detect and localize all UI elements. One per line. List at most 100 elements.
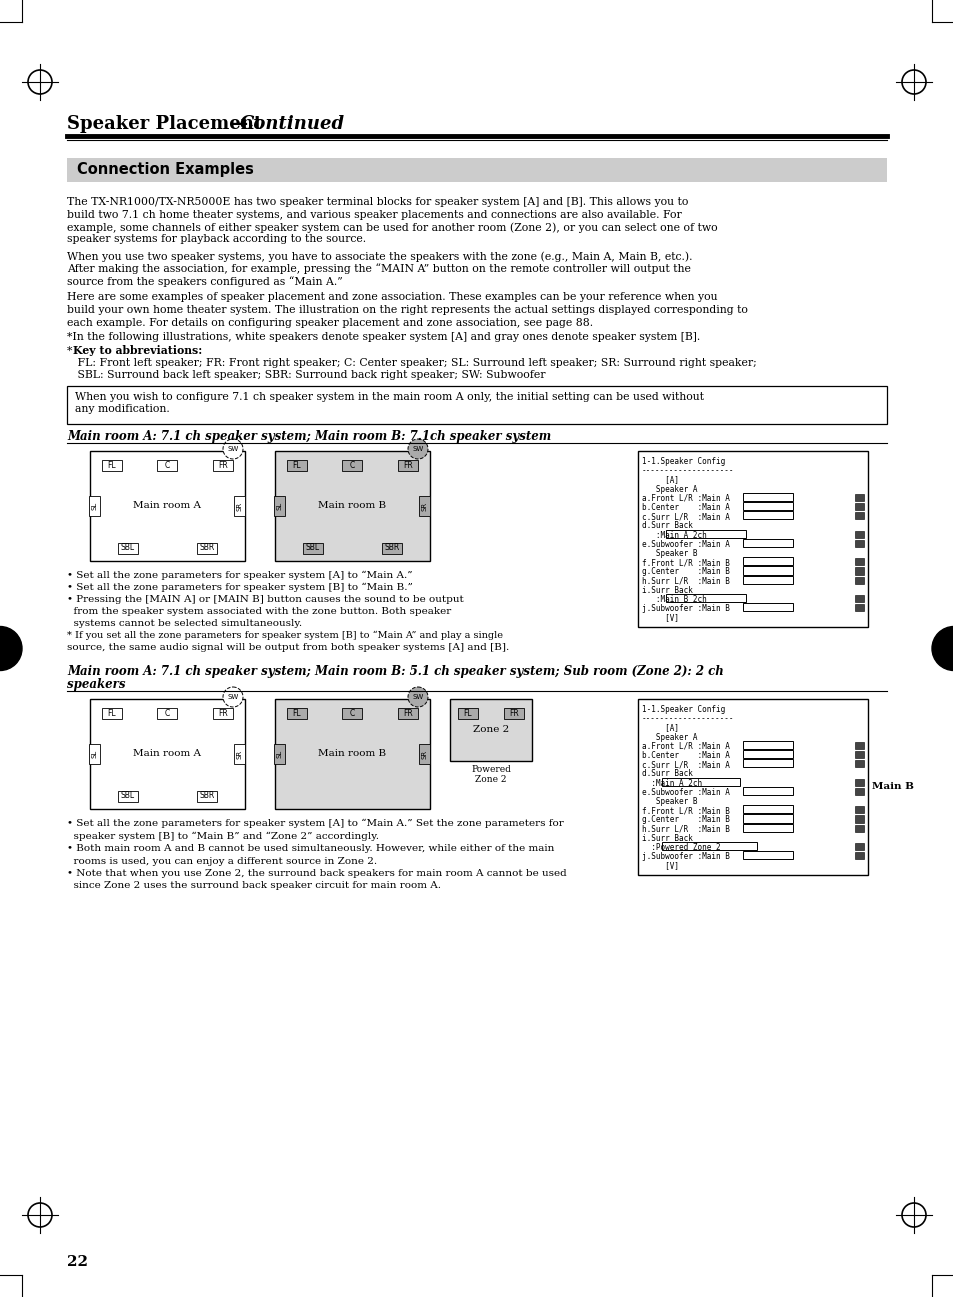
Bar xyxy=(665,594,745,602)
Bar xyxy=(854,604,863,611)
Text: SR: SR xyxy=(236,502,243,511)
Text: SW: SW xyxy=(412,694,423,700)
Circle shape xyxy=(223,438,243,459)
Text: FL: FL xyxy=(293,708,301,717)
Bar xyxy=(742,851,792,860)
Bar xyxy=(102,707,122,719)
Text: SL: SL xyxy=(91,750,98,759)
Text: FR: FR xyxy=(509,708,518,717)
Text: since Zone 2 uses the surround back speaker circuit for main room A.: since Zone 2 uses the surround back spea… xyxy=(67,882,440,891)
Bar xyxy=(742,576,792,584)
Bar xyxy=(274,451,430,562)
Text: :Main B 2ch: :Main B 2ch xyxy=(641,595,706,604)
Text: When you use two speaker systems, you have to associate the speakers with the zo: When you use two speaker systems, you ha… xyxy=(67,252,692,262)
Text: • Set all the zone parameters for speaker system [A] to “Main A.”: • Set all the zone parameters for speake… xyxy=(67,571,413,580)
Bar xyxy=(157,459,177,471)
Text: FL: FL xyxy=(463,708,472,717)
Text: j.Subwoofer :Main B: j.Subwoofer :Main B xyxy=(641,852,729,861)
Bar xyxy=(234,744,245,764)
Text: SR: SR xyxy=(236,750,243,759)
Text: Main room B: Main room B xyxy=(318,502,386,511)
Text: When you wish to configure 7.1 ch speaker system in the main room A only, the in: When you wish to configure 7.1 ch speake… xyxy=(75,392,703,402)
Bar xyxy=(450,699,532,761)
Text: source, the same audio signal will be output from both speaker systems [A] and [: source, the same audio signal will be ou… xyxy=(67,643,509,652)
Text: SBL: SBL xyxy=(121,791,135,800)
Text: d.Surr Back: d.Surr Back xyxy=(641,521,692,530)
Bar xyxy=(419,744,430,764)
Bar xyxy=(638,699,867,874)
Text: SR: SR xyxy=(421,750,428,759)
Text: i.Surr Back: i.Surr Back xyxy=(641,586,692,595)
Text: —: — xyxy=(230,115,248,134)
Text: • Pressing the [MAIN A] or [MAIN B] button causes the sound to be output: • Pressing the [MAIN A] or [MAIN B] butt… xyxy=(67,595,463,604)
Text: SW: SW xyxy=(227,694,238,700)
Text: source from the speakers configured as “Main A.”: source from the speakers configured as “… xyxy=(67,276,342,287)
Text: Key to abbreviations:: Key to abbreviations: xyxy=(73,345,202,357)
Bar xyxy=(287,707,307,719)
Text: b.Center    :Main A: b.Center :Main A xyxy=(641,751,729,760)
Text: any modification.: any modification. xyxy=(75,405,170,415)
Text: Speaker B: Speaker B xyxy=(641,549,697,558)
Bar xyxy=(854,512,863,519)
Bar xyxy=(742,824,792,831)
Bar xyxy=(419,495,430,516)
Text: c.Surr L/R  :Main A: c.Surr L/R :Main A xyxy=(641,512,729,521)
Bar xyxy=(854,503,863,510)
Bar xyxy=(274,495,285,516)
Bar xyxy=(196,790,216,802)
Bar xyxy=(90,744,100,764)
Bar xyxy=(213,459,233,471)
Bar xyxy=(274,744,285,764)
Bar xyxy=(287,459,307,471)
Text: 1-1.Speaker Config: 1-1.Speaker Config xyxy=(641,457,724,466)
Bar xyxy=(742,538,792,547)
Bar xyxy=(90,495,100,516)
Bar xyxy=(854,567,863,575)
Text: Main B: Main B xyxy=(871,782,913,791)
Text: FL: FL xyxy=(293,460,301,470)
Bar xyxy=(854,843,863,851)
Bar xyxy=(213,707,233,719)
Text: g.Center    :Main B: g.Center :Main B xyxy=(641,567,729,576)
Text: build two 7.1 ch home theater systems, and various speaker placements and connec: build two 7.1 ch home theater systems, a… xyxy=(67,210,681,219)
Text: Here are some examples of speaker placement and zone association. These examples: Here are some examples of speaker placem… xyxy=(67,293,717,302)
Text: [V]: [V] xyxy=(641,861,679,870)
Text: from the speaker system associated with the zone button. Both speaker: from the speaker system associated with … xyxy=(67,607,451,616)
Text: --------------------: -------------------- xyxy=(641,466,734,475)
Text: • Note that when you use Zone 2, the surround back speakers for main room A cann: • Note that when you use Zone 2, the sur… xyxy=(67,869,566,878)
Circle shape xyxy=(931,626,953,671)
Text: *: * xyxy=(67,345,72,355)
Bar xyxy=(854,530,863,538)
Bar xyxy=(854,787,863,795)
Text: SW: SW xyxy=(412,446,423,451)
Bar xyxy=(742,815,792,822)
Text: d.Surr Back: d.Surr Back xyxy=(641,769,692,778)
Bar xyxy=(274,699,430,809)
Text: * If you set all the zone parameters for speaker system [B] to “Main A” and play: * If you set all the zone parameters for… xyxy=(67,632,502,641)
Text: example, some channels of either speaker system can be used for another room (Zo: example, some channels of either speaker… xyxy=(67,222,717,232)
Text: C: C xyxy=(350,460,355,470)
Bar xyxy=(742,603,792,611)
Text: • Both main room A and B cannot be used simultaneously. However, while either of: • Both main room A and B cannot be used … xyxy=(67,844,554,853)
Bar xyxy=(742,511,792,519)
Text: i.Surr Back: i.Surr Back xyxy=(641,834,692,843)
Text: FR: FR xyxy=(218,708,228,717)
Bar xyxy=(854,852,863,860)
Text: 1-1.Speaker Config: 1-1.Speaker Config xyxy=(641,706,724,715)
Bar xyxy=(638,451,867,626)
Text: :Main A 2ch: :Main A 2ch xyxy=(641,530,706,540)
Text: speaker systems for playback according to the source.: speaker systems for playback according t… xyxy=(67,235,366,245)
Bar xyxy=(742,567,792,575)
Bar xyxy=(661,842,757,851)
Text: • Set all the zone parameters for speaker system [A] to “Main A.” Set the zone p: • Set all the zone parameters for speake… xyxy=(67,818,563,829)
Text: SBR: SBR xyxy=(384,543,399,553)
Bar xyxy=(742,750,792,759)
Text: Main room B: Main room B xyxy=(318,750,386,759)
Text: [A]: [A] xyxy=(641,476,679,484)
Bar xyxy=(854,807,863,813)
Text: --------------------: -------------------- xyxy=(641,715,734,724)
Text: Powered: Powered xyxy=(471,765,511,774)
Bar xyxy=(854,742,863,748)
Text: Zone 2: Zone 2 xyxy=(473,725,509,734)
Text: e.Subwoofer :Main A: e.Subwoofer :Main A xyxy=(641,787,729,796)
